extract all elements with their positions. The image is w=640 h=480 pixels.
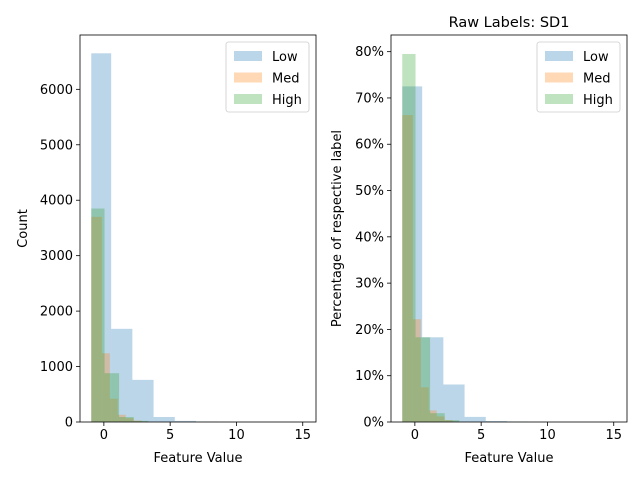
y-tick-label: 80%	[355, 45, 384, 60]
y-tick-label: 70%	[355, 91, 384, 106]
y-tick-label: 50%	[355, 184, 384, 199]
legend-swatch-med	[545, 72, 573, 83]
legend-frame	[536, 41, 621, 113]
x-tick-label: 0	[411, 428, 419, 443]
legend-label-low: Low	[272, 50, 298, 65]
legend-swatch-high	[545, 94, 573, 104]
bar-high-3	[119, 417, 134, 422]
bar-low-2	[422, 337, 444, 422]
legend-swatch-low	[234, 51, 262, 61]
legend-label-med: Med	[272, 72, 299, 87]
bar-med-6	[444, 420, 453, 422]
bar-high-3	[430, 413, 445, 422]
legend-swatch-low	[545, 51, 573, 61]
x-tick-label: 0	[100, 428, 108, 443]
legend-label-low: Low	[583, 50, 609, 65]
bar-med-6	[133, 420, 142, 422]
x-tick-label: 5	[166, 428, 174, 443]
y-tick-label: 5000	[40, 138, 73, 153]
bar-med-3	[420, 387, 429, 422]
x-tick-label: 15	[605, 428, 622, 443]
series-high	[402, 53, 460, 422]
bar-high-2	[104, 373, 120, 422]
bar-med-2	[101, 353, 110, 422]
legend: Low Med High	[225, 41, 310, 113]
y-tick-label: 60%	[355, 138, 384, 153]
bar-low-5	[485, 421, 508, 422]
y-axis-label: Percentage of respective label	[330, 130, 345, 327]
legend-swatch-med	[234, 72, 262, 83]
y-tick-label: 30%	[355, 277, 384, 292]
y-tick-label: 3000	[40, 249, 73, 264]
series-med	[91, 216, 142, 422]
bar-low-2	[111, 328, 133, 422]
x-tick-label: 10	[228, 428, 245, 443]
bar-low-3	[132, 379, 154, 422]
y-tick-label: 0	[65, 416, 73, 431]
axes-frame	[390, 34, 628, 423]
bar-high-4	[444, 420, 460, 422]
y-tick-label: 20%	[355, 323, 384, 338]
y-tick-label: 1000	[40, 360, 73, 375]
legend-frame	[225, 41, 310, 113]
bar-low-5	[174, 420, 197, 422]
legend-swatch-high	[234, 94, 262, 104]
bar-high-2	[415, 337, 431, 422]
bar-high-4	[133, 420, 149, 422]
y-tick-label: 2000	[40, 305, 73, 320]
chart-2: 0 5 10 15 0% 10% 20% 30% 40% 50% 60% 70% 80% Feature …	[330, 15, 628, 466]
bar-high-1	[91, 208, 105, 422]
x-axis-label: Feature Value	[465, 451, 554, 466]
series-high	[91, 208, 149, 422]
bar-med-4	[117, 414, 126, 422]
bar-med-4	[428, 410, 437, 422]
bar-low-4	[464, 416, 486, 422]
bar-low-1	[402, 86, 423, 422]
x-tick-label: 15	[294, 428, 311, 443]
bar-med-3	[109, 398, 118, 422]
x-axis-label: Feature Value	[154, 451, 243, 466]
y-tick-label: 4000	[40, 194, 73, 209]
bar-low-1	[91, 53, 112, 423]
chart-title: Raw Labels: SD1	[449, 15, 570, 31]
y-tick-label: 10%	[355, 369, 384, 384]
bar-med-5	[436, 416, 445, 422]
bar-low-4	[153, 417, 175, 422]
bar-low-3	[443, 384, 465, 422]
legend: Low Med High	[536, 41, 621, 113]
legend-label-high: High	[583, 93, 613, 108]
series-low	[402, 86, 529, 422]
y-tick-label: 6000	[40, 83, 73, 98]
bar-med-1	[402, 115, 413, 422]
legend-label-med: Med	[583, 72, 610, 87]
axes-frame	[79, 34, 317, 423]
x-tick-label: 10	[539, 428, 556, 443]
series-low	[91, 53, 218, 423]
bar-med-2	[412, 319, 421, 422]
bar-med-1	[91, 216, 102, 422]
bar-high-1	[402, 53, 416, 422]
series-med	[402, 115, 453, 422]
legend-label-high: High	[272, 93, 302, 108]
bar-med-5	[125, 418, 134, 422]
x-tick-label: 5	[477, 428, 485, 443]
y-tick-label: 40%	[355, 230, 384, 245]
y-tick-label: 0%	[363, 416, 384, 431]
y-axis-label: Count	[16, 209, 31, 248]
chart-1: 0 5 10 15 0 1000 2000 3000 4000 5000 6000 Feature V…	[16, 34, 317, 466]
